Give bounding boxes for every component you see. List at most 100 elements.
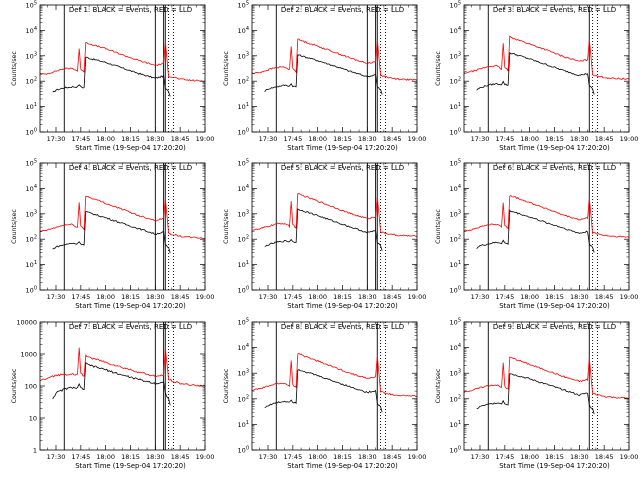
detector-panel-7: 1 10 100 1000 10000 17:30 17:45 18:00 18:15 18:30… <box>11 319 214 471</box>
x-tick-label: 19:00 <box>620 453 639 461</box>
x-tick-label: 18:45 <box>171 135 190 143</box>
lld-series-line <box>464 195 629 238</box>
y-tick-label: 104 <box>26 184 37 193</box>
y-tick-label: 10000 <box>16 319 37 327</box>
x-tick-label: 19:00 <box>408 453 427 461</box>
y-tick-label: 103 <box>238 51 249 60</box>
y-axis-label: Counts/sec <box>435 209 442 244</box>
x-axis-label: Start Time (19-Sep-04 17:20:20) <box>287 302 398 310</box>
y-tick-label: 105 <box>238 159 249 168</box>
y-tick-label: 101 <box>450 420 461 429</box>
events-series-line <box>476 51 595 95</box>
x-tick-label: 19:00 <box>620 135 639 143</box>
y-axis-label: Counts/sec <box>11 209 18 244</box>
y-tick-label: 102 <box>450 235 461 244</box>
x-tick-label: 18:45 <box>595 293 614 301</box>
events-series-line <box>264 369 383 413</box>
x-tick-label: 18:00 <box>96 453 115 461</box>
x-tick-label: 19:00 <box>408 293 427 301</box>
x-axis-label: Start Time (19-Sep-04 17:20:20) <box>287 462 398 470</box>
y-tick-label: 101 <box>238 260 249 269</box>
y-tick-label: 105 <box>450 159 461 168</box>
y-tick-label: 104 <box>238 26 249 35</box>
y-axis-label: Counts/sec <box>11 51 18 86</box>
x-tick-label: 18:30 <box>146 453 165 461</box>
x-tick-label: 17:45 <box>283 293 302 301</box>
lld-series-line <box>464 356 629 399</box>
y-tick-label: 105 <box>238 318 249 327</box>
plot-frame <box>251 162 418 291</box>
y-tick-label: 101 <box>238 420 249 429</box>
y-tick-label: 104 <box>238 184 249 193</box>
plot-title: Det 9: BLACK = Events, RED = LLD <box>493 323 616 331</box>
y-axis-label: Counts/sec <box>223 51 230 86</box>
y-tick-label: 103 <box>238 369 249 378</box>
y-tick-label: 100 <box>238 446 249 455</box>
x-tick-label: 17:30 <box>259 453 278 461</box>
y-axis-label: Counts/sec <box>435 368 442 403</box>
y-tick-label: 102 <box>238 235 249 244</box>
x-tick-label: 18:30 <box>146 135 165 143</box>
y-tick-label: 103 <box>26 51 37 60</box>
y-tick-label: 1 <box>33 447 37 455</box>
x-tick-label: 17:45 <box>283 453 302 461</box>
y-tick-label: 102 <box>450 394 461 403</box>
x-tick-label: 18:15 <box>121 135 140 143</box>
lld-series-line <box>464 35 629 80</box>
y-tick-label: 104 <box>26 26 37 35</box>
detector-panel-5: 100 101 102 103 104 105 17:30 17:45 18:00 18:15 18… <box>223 159 426 311</box>
y-tick-label: 105 <box>26 1 37 10</box>
y-tick-label: 101 <box>238 102 249 111</box>
plot-frame <box>39 162 206 291</box>
x-tick-label: 17:30 <box>471 453 490 461</box>
x-tick-label: 17:30 <box>47 453 66 461</box>
y-tick-label: 103 <box>450 51 461 60</box>
plot-title: Det 3: BLACK = Events, RED = LLD <box>493 6 616 14</box>
plot-frame <box>463 321 630 451</box>
x-tick-label: 17:45 <box>495 293 514 301</box>
x-tick-label: 18:15 <box>121 453 140 461</box>
detector-panel-3: 100 101 102 103 104 105 17:30 17:45 18:00 18:15 18… <box>435 1 638 153</box>
x-tick-label: 17:45 <box>495 453 514 461</box>
x-axis-label: Start Time (19-Sep-04 17:20:20) <box>75 302 186 310</box>
plot-frame <box>39 321 206 451</box>
plot-title: Det 7: BLACK = Events, RED = LLD <box>69 323 192 331</box>
x-tick-label: 18:15 <box>333 135 352 143</box>
y-tick-label: 100 <box>238 286 249 295</box>
x-axis-label: Start Time (19-Sep-04 17:20:20) <box>287 144 398 152</box>
y-tick-label: 100 <box>26 128 37 137</box>
y-tick-label: 103 <box>238 209 249 218</box>
x-tick-label: 18:00 <box>308 135 327 143</box>
plot-frame <box>251 4 418 133</box>
y-tick-label: 100 <box>26 286 37 295</box>
x-tick-label: 18:30 <box>570 453 589 461</box>
events-series-line <box>264 208 383 251</box>
plot-frame <box>463 4 630 133</box>
x-tick-label: 18:45 <box>595 453 614 461</box>
detector-panel-8: 100 101 102 103 104 105 17:30 17:45 18:00 18:15 18… <box>223 318 426 471</box>
y-tick-label: 100 <box>450 128 461 137</box>
events-series-line <box>476 373 595 415</box>
x-tick-label: 17:45 <box>495 135 514 143</box>
plot-title: Det 5: BLACK = Events, RED = LLD <box>281 164 404 172</box>
x-tick-label: 17:30 <box>471 293 490 301</box>
lld-series-line <box>252 193 417 237</box>
y-tick-label: 102 <box>238 394 249 403</box>
detector-panel-2: 100 101 102 103 104 105 17:30 17:45 18:00 18:15 18… <box>223 1 426 153</box>
y-axis-label: Counts/sec <box>435 51 442 86</box>
events-series-line <box>52 211 171 254</box>
y-tick-label: 103 <box>450 369 461 378</box>
detector-panel-6: 100 101 102 103 104 105 17:30 17:45 18:00 18:15 18… <box>435 159 638 311</box>
x-tick-label: 18:45 <box>383 293 402 301</box>
x-axis-label: Start Time (19-Sep-04 17:20:20) <box>75 462 186 470</box>
x-tick-label: 18:00 <box>520 453 539 461</box>
y-tick-label: 101 <box>26 102 37 111</box>
x-tick-label: 18:00 <box>520 293 539 301</box>
x-axis-label: Start Time (19-Sep-04 17:20:20) <box>75 144 186 152</box>
x-tick-label: 18:30 <box>146 293 165 301</box>
x-tick-label: 18:15 <box>545 453 564 461</box>
y-tick-label: 102 <box>238 77 249 86</box>
y-tick-label: 105 <box>450 1 461 10</box>
plot-title: Det 2: BLACK = Events, RED = LLD <box>281 6 404 14</box>
